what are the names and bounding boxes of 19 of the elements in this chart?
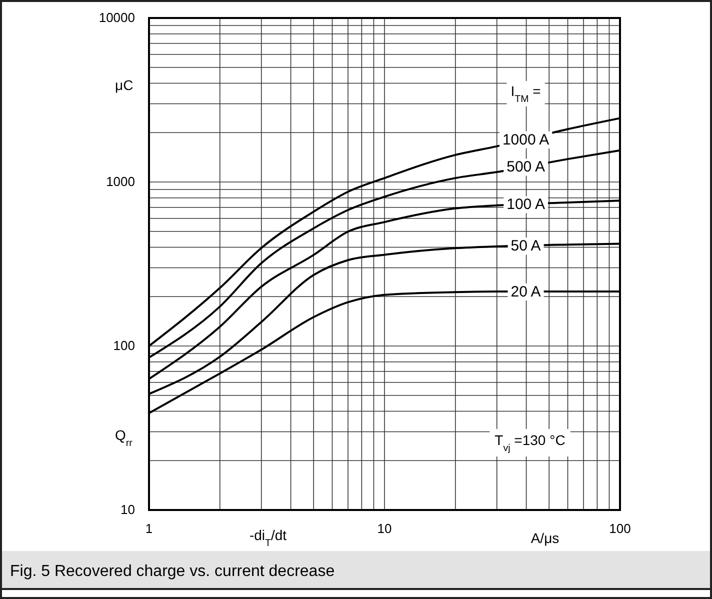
text: μC — [115, 77, 134, 93]
x-tick-label: 10 — [377, 521, 392, 536]
series-label: 1000 A — [502, 131, 550, 148]
text: A/μs — [530, 530, 560, 546]
annotation: T$_{vj}$ =130 °C — [494, 432, 566, 454]
y-tick-label: 100 — [113, 338, 135, 354]
series-label: 50 A — [510, 238, 541, 255]
x-tick-label: 1 — [145, 521, 153, 536]
x-tick-label: 100 — [609, 521, 631, 536]
y-tick-label: 1000 — [106, 174, 135, 190]
caption: Fig. 5 Recovered charge vs. current decrease — [10, 563, 335, 580]
legend-title: I$_{TM}$ = — [510, 83, 541, 104]
y-tick-label: 10 — [120, 502, 135, 518]
series-label: 500 A — [506, 158, 545, 176]
x-axis-title: -di$_{T}$/dt — [249, 527, 287, 548]
y-axis-title: Q$_{rr}$ — [115, 427, 134, 448]
series-label: 20 A — [510, 283, 541, 300]
series-label: 100 A — [506, 196, 545, 214]
y-tick-label: 10000 — [98, 10, 135, 26]
